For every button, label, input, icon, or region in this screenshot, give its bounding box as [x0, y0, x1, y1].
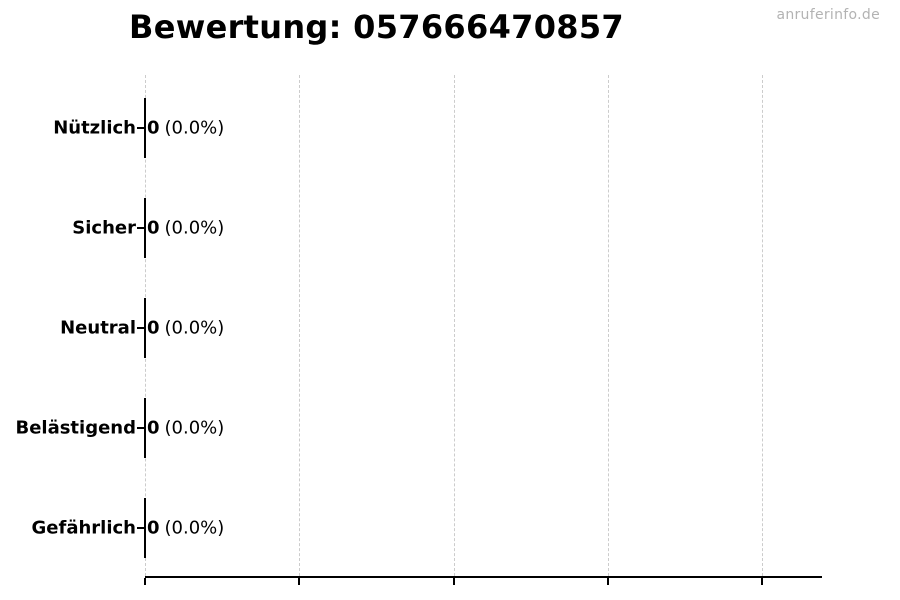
- value-label: 0 (0.0%): [147, 518, 224, 539]
- category-row: Gefährlich 0 (0.0%): [0, 478, 900, 578]
- value-percent: (0.0%): [164, 517, 225, 539]
- watermark: anruferinfo.de: [776, 7, 880, 23]
- value-count: 0: [147, 517, 160, 539]
- y-axis-tick: [137, 327, 145, 329]
- x-axis-tick: [144, 578, 146, 585]
- category-row: Sicher 0 (0.0%): [0, 178, 900, 278]
- x-axis-tick: [761, 578, 763, 585]
- value-percent: (0.0%): [164, 317, 225, 339]
- value-label: 0 (0.0%): [147, 218, 224, 239]
- y-axis-tick: [137, 427, 145, 429]
- y-axis-tick: [137, 527, 145, 529]
- gridline: [761, 75, 763, 576]
- value-count: 0: [147, 117, 160, 139]
- value-count: 0: [147, 217, 160, 239]
- y-axis-tick: [137, 127, 145, 129]
- y-axis-tick: [137, 227, 145, 229]
- value-percent: (0.0%): [164, 217, 225, 239]
- category-label: Gefährlich: [31, 517, 136, 539]
- value-percent: (0.0%): [164, 417, 225, 439]
- bar-zero-width: [144, 498, 146, 558]
- value-count: 0: [147, 317, 160, 339]
- gridline: [298, 75, 300, 576]
- value-percent: (0.0%): [164, 117, 225, 139]
- value-count: 0: [147, 417, 160, 439]
- bar-zero-width: [144, 98, 146, 158]
- x-axis-tick: [298, 578, 300, 585]
- gridline: [607, 75, 609, 576]
- category-row: Neutral 0 (0.0%): [0, 278, 900, 378]
- value-label: 0 (0.0%): [147, 418, 224, 439]
- x-axis-tick: [607, 578, 609, 585]
- x-axis-tick: [453, 578, 455, 585]
- category-label: Nützlich: [53, 117, 136, 139]
- category-label: Belästigend: [15, 417, 136, 439]
- chart-title: Bewertung: 057666470857: [129, 8, 624, 46]
- category-label: Sicher: [72, 217, 136, 239]
- value-label: 0 (0.0%): [147, 318, 224, 339]
- gridline: [453, 75, 455, 576]
- bar-zero-width: [144, 298, 146, 358]
- value-label: 0 (0.0%): [147, 118, 224, 139]
- category-row: Nützlich 0 (0.0%): [0, 78, 900, 178]
- category-row: Belästigend 0 (0.0%): [0, 378, 900, 478]
- bar-zero-width: [144, 398, 146, 458]
- bar-zero-width: [144, 198, 146, 258]
- category-label: Neutral: [60, 317, 136, 339]
